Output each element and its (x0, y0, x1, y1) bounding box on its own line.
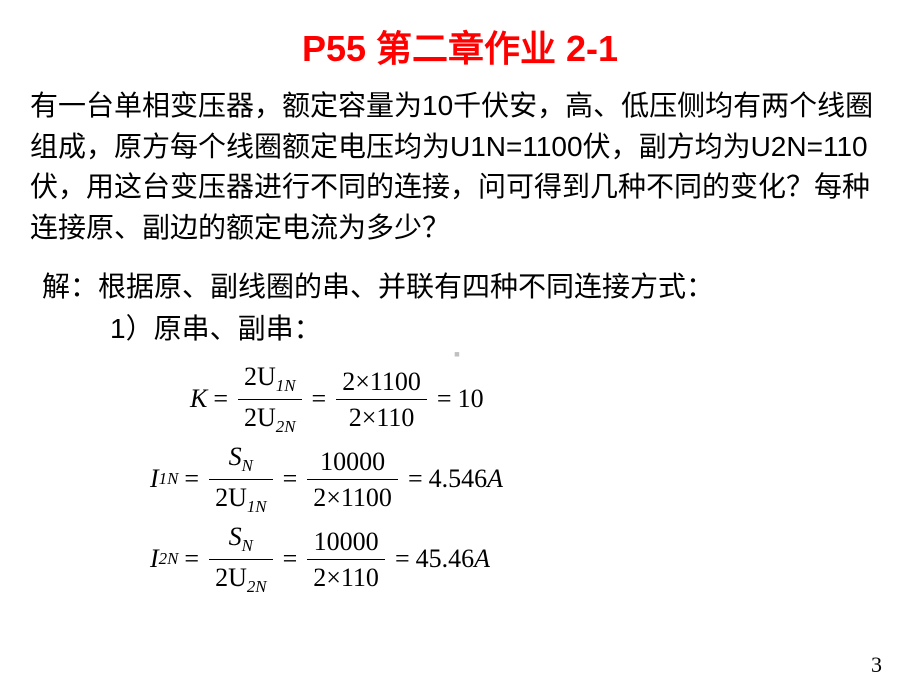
page-number: 3 (871, 652, 882, 678)
page-title: P55 第二章作业 2-1 (30, 20, 890, 72)
equals-sign: = (437, 384, 452, 414)
eq1-frac2-den: 2×110 (343, 402, 421, 433)
equals-sign: = (283, 544, 298, 574)
eq3-frac1-den: 2U (215, 563, 247, 592)
formula-block: K = 2U1N 2U2N = 2×1100 2×110 = 10 I1N = … (150, 370, 890, 588)
equals-sign: = (184, 544, 199, 574)
equals-sign: = (312, 384, 327, 414)
eq1-frac2: 2×1100 2×110 (336, 366, 427, 433)
eq3-frac1-num: S (229, 522, 242, 551)
eq1-lhs: K (190, 384, 207, 414)
eq2-unit: A (487, 464, 503, 494)
slide-page: P55 第二章作业 2-1 有一台单相变压器，额定容量为10千伏安，高、低压侧均… (0, 0, 920, 690)
eq3-frac2-den: 2×110 (307, 562, 385, 593)
eq3-frac1-den-sub: 2N (247, 577, 267, 596)
eq2-lhs: I (150, 464, 159, 494)
solution-block: 解：根据原、副线圈的串、并联有四种不同连接方式： 1）原串、副串： (42, 266, 890, 350)
equals-sign: = (408, 464, 423, 494)
eq1-frac2-num: 2×1100 (336, 366, 427, 397)
equation-k: K = 2U1N 2U2N = 2×1100 2×110 = 10 (190, 370, 890, 428)
equals-sign: = (213, 384, 228, 414)
eq1-frac1-num-sub: 1N (276, 377, 296, 396)
equation-i2n: I2N = SN 2U2N = 10000 2×110 = 45.46A (150, 530, 890, 588)
equals-sign: = (184, 464, 199, 494)
eq2-frac2: 10000 2×1100 (307, 446, 398, 513)
eq2-result: 4.546 (429, 464, 488, 494)
eq2-frac1: SN 2U1N (209, 441, 273, 517)
eq2-frac1-den-sub: 1N (247, 497, 267, 516)
eq1-frac1-den: 2U (244, 403, 276, 432)
eq3-unit: A (474, 544, 490, 574)
eq1-frac1-den-sub: 2N (276, 417, 296, 436)
eq3-lhs: I (150, 544, 159, 574)
eq3-result: 45.46 (416, 544, 475, 574)
equals-sign: = (395, 544, 410, 574)
eq2-frac1-num: S (229, 442, 242, 471)
eq3-lhs-sub: 2N (159, 549, 179, 569)
eq2-frac2-den: 2×1100 (307, 482, 398, 513)
eq2-lhs-sub: 1N (159, 469, 179, 489)
eq2-frac1-den: 2U (215, 483, 247, 512)
problem-text: 有一台单相变压器，额定容量为10千伏安，高、低压侧均有两个线圈组成，原方每个线圈… (30, 86, 890, 248)
equals-sign: = (283, 464, 298, 494)
eq1-frac1: 2U1N 2U2N (238, 361, 302, 437)
solution-intro: 解：根据原、副线圈的串、并联有四种不同连接方式： (42, 266, 890, 308)
eq2-frac1-num-sub: N (242, 457, 253, 476)
eq3-frac2: 10000 2×110 (307, 526, 385, 593)
eq2-frac2-num: 10000 (314, 446, 391, 477)
eq1-frac1-num: 2U (244, 362, 276, 391)
eq1-result: 10 (458, 384, 484, 414)
eq3-frac1: SN 2U2N (209, 521, 273, 597)
case-1-label: 1）原串、副串： (110, 308, 890, 350)
equation-i1n: I1N = SN 2U1N = 10000 2×1100 = 4.546A (150, 450, 890, 508)
eq3-frac1-num-sub: N (242, 537, 253, 556)
eq3-frac2-num: 10000 (308, 526, 385, 557)
